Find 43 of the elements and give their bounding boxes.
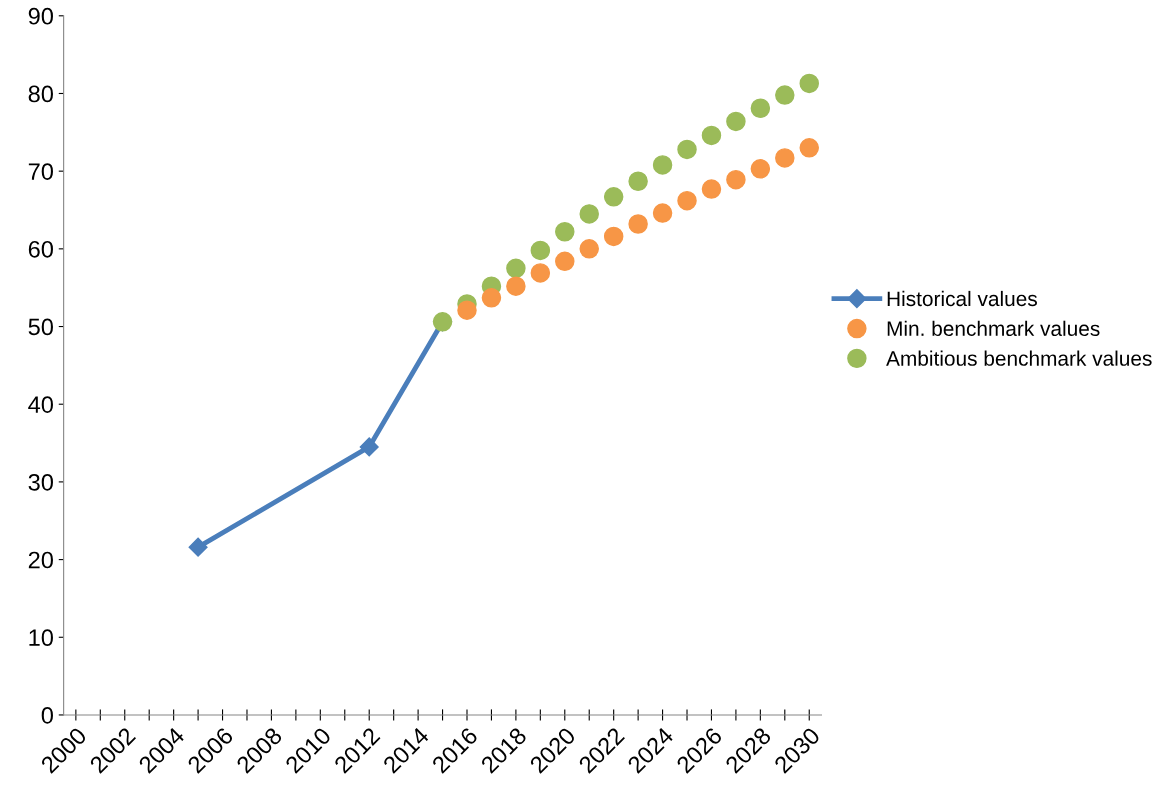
y-tick-label: 20 [28, 551, 53, 569]
point [701, 125, 722, 146]
legend-label: Min. benchmark values [887, 320, 1100, 337]
point [750, 159, 771, 179]
point [628, 214, 648, 234]
legend-label: Historical values [887, 290, 1037, 307]
point [359, 437, 379, 457]
point [603, 187, 624, 207]
y-tick-label: 30 [28, 473, 53, 491]
point [652, 203, 673, 223]
y-tick-label: 70 [28, 163, 53, 180]
y-tick-label: 50 [28, 318, 53, 336]
y-tick-label: 0 [41, 707, 53, 724]
point [677, 139, 697, 160]
point [555, 251, 575, 272]
point [530, 263, 551, 283]
point [481, 288, 502, 308]
point [555, 222, 575, 242]
point [457, 300, 477, 320]
point [579, 204, 599, 224]
point [628, 171, 648, 192]
point [701, 179, 722, 199]
point [530, 240, 551, 261]
point [799, 138, 819, 158]
point [677, 190, 697, 211]
y-tick-label: 10 [29, 629, 53, 647]
point [579, 239, 599, 259]
y-tick-label: 40 [28, 396, 53, 413]
point [603, 226, 624, 247]
y-tick-label: 90 [28, 7, 53, 25]
point [750, 98, 771, 118]
y-tick-label: 60 [28, 240, 53, 258]
point [652, 155, 673, 175]
legend-label: Ambitious benchmark values [886, 350, 1152, 366]
y-tick-label: 80 [28, 85, 53, 103]
point [775, 85, 795, 105]
point [726, 111, 746, 132]
point [726, 169, 746, 190]
point [799, 73, 819, 94]
point [506, 258, 526, 279]
point [506, 276, 526, 296]
point [775, 148, 795, 168]
point [188, 537, 208, 557]
